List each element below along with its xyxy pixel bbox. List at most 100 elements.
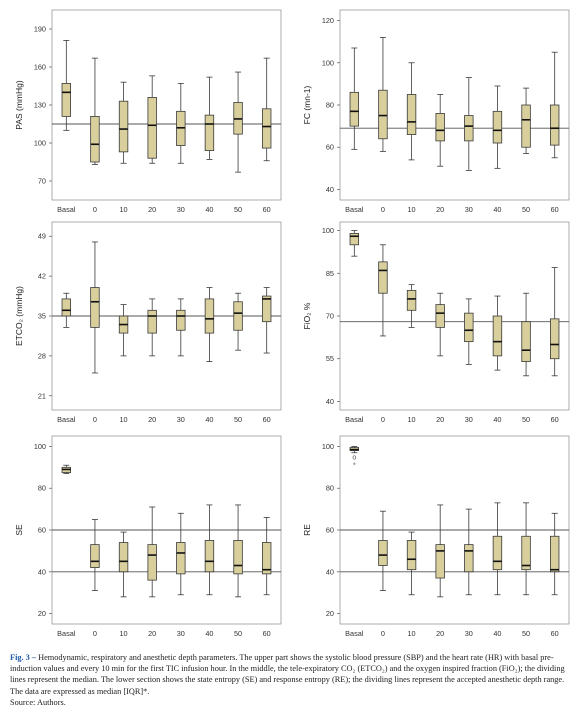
x-tick-label: Basal xyxy=(345,629,364,638)
y-tick-label: 100 xyxy=(322,442,334,451)
iqr-box xyxy=(261,295,272,323)
box-10 xyxy=(406,62,417,161)
x-tick-label: 60 xyxy=(263,629,271,638)
box-60 xyxy=(549,512,560,596)
box-0 xyxy=(90,241,100,374)
iqr-box xyxy=(61,83,72,117)
box-50 xyxy=(233,71,243,173)
box-40 xyxy=(204,504,215,596)
iqr-box xyxy=(435,544,445,579)
y-tick-label: 21 xyxy=(38,391,46,400)
x-tick-label: 0 xyxy=(381,629,385,638)
box-60 xyxy=(261,287,272,354)
x-tick-label: 0 xyxy=(93,205,97,214)
y-tick-label: 20 xyxy=(326,609,334,618)
chart-panel-4: 40 55 70 85 100 FiO₂ % Basal 0 10 20 30 40 50 60 xyxy=(302,221,570,424)
y-tick-label: 40 xyxy=(326,397,334,406)
x-tick-label: 0 xyxy=(93,629,97,638)
box-30 xyxy=(464,77,474,171)
x-tick-label: 0 xyxy=(93,415,97,424)
y-tick-label: 28 xyxy=(38,351,46,360)
y-tick-label: 35 xyxy=(38,312,46,321)
x-tick-label: Basal xyxy=(345,205,364,214)
iqr-box xyxy=(261,542,272,575)
box-50 xyxy=(521,87,531,154)
box-40 xyxy=(204,76,215,160)
iqr-box xyxy=(492,315,503,357)
y-tick-label: 49 xyxy=(38,232,46,241)
iqr-box xyxy=(406,540,417,571)
x-tick-label: Basal xyxy=(345,415,364,424)
x-tick-label: 10 xyxy=(120,415,128,424)
panel-frame xyxy=(339,9,570,201)
iqr-box xyxy=(261,108,272,149)
box-10 xyxy=(406,284,417,328)
box-Basal xyxy=(61,40,72,131)
iqr-box xyxy=(549,318,560,360)
x-tick-label: 50 xyxy=(234,629,242,638)
iqr-box xyxy=(378,540,388,566)
x-tick-label: 40 xyxy=(493,415,501,424)
x-tick-label: 50 xyxy=(234,205,242,214)
panel-frame xyxy=(339,221,570,411)
iqr-box xyxy=(118,100,129,153)
iqr-box xyxy=(233,540,243,575)
iqr-box xyxy=(435,304,445,328)
box-50 xyxy=(521,292,531,377)
x-tick-label: 40 xyxy=(205,205,213,214)
x-tick-label: 40 xyxy=(205,629,213,638)
iqr-box xyxy=(492,110,503,144)
x-tick-label: 30 xyxy=(177,415,185,424)
y-tick-label: 70 xyxy=(38,177,46,186)
iqr-box xyxy=(90,287,100,328)
box-30 xyxy=(176,83,186,164)
box-20 xyxy=(147,506,157,598)
box-20 xyxy=(435,504,445,598)
y-tick-label: 160 xyxy=(34,63,46,72)
x-tick-label: 10 xyxy=(408,629,416,638)
x-tick-label: 40 xyxy=(205,415,213,424)
y-tick-label: 40 xyxy=(326,567,334,576)
chart-panel-2: 40 60 80 100 120 FC (mn-1) Basal 0 10 20 30 40 50 60 xyxy=(302,9,570,214)
x-tick-label: 20 xyxy=(436,205,444,214)
y-tick-label: 42 xyxy=(38,272,46,281)
box-30 xyxy=(176,512,186,596)
box-50 xyxy=(233,292,243,351)
box-0 xyxy=(378,244,388,337)
x-tick-label: 20 xyxy=(436,629,444,638)
box-Basal xyxy=(349,47,360,150)
box-60 xyxy=(549,267,560,377)
x-tick-label: 50 xyxy=(522,205,530,214)
x-tick-label: 40 xyxy=(493,629,501,638)
iqr-box xyxy=(549,535,560,573)
box-20 xyxy=(147,75,157,164)
y-axis-label: SE xyxy=(14,524,24,536)
panel-frame xyxy=(51,9,282,201)
y-tick-label: 70 xyxy=(326,312,334,321)
box-40 xyxy=(492,502,503,596)
box-Basal xyxy=(61,292,72,328)
iqr-box xyxy=(233,301,243,331)
iqr-box xyxy=(521,104,531,148)
box-40 xyxy=(204,287,215,362)
x-tick-label: 40 xyxy=(493,205,501,214)
y-tick-label: 80 xyxy=(326,484,334,493)
x-tick-label: 50 xyxy=(234,415,242,424)
box-0 xyxy=(90,519,100,591)
x-tick-label: 10 xyxy=(408,415,416,424)
box-20 xyxy=(435,292,445,357)
iqr-box xyxy=(521,535,531,571)
x-tick-label: 50 xyxy=(522,415,530,424)
box-20 xyxy=(147,298,157,357)
y-tick-label: 60 xyxy=(38,526,46,535)
box-40 xyxy=(492,85,503,169)
y-tick-label: 80 xyxy=(326,101,334,110)
x-tick-label: 20 xyxy=(148,415,156,424)
box-0 xyxy=(378,37,388,152)
x-tick-label: 30 xyxy=(465,205,473,214)
iqr-box xyxy=(176,542,186,575)
x-tick-label: 60 xyxy=(263,205,271,214)
y-tick-label: 130 xyxy=(34,101,46,110)
y-tick-label: 40 xyxy=(38,567,46,576)
